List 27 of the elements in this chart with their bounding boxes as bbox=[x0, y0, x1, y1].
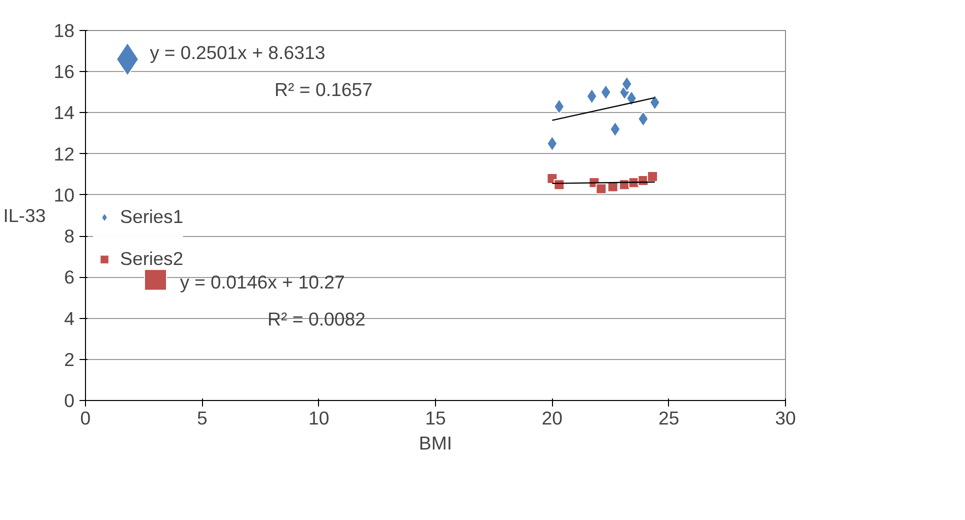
x-tick-label: 5 bbox=[196, 408, 208, 428]
y-axis-title: IL-33 bbox=[3, 205, 46, 226]
y-tick-label: 14 bbox=[54, 102, 75, 124]
x-tick-label: 25 bbox=[658, 408, 680, 428]
y-tick-label: 8 bbox=[64, 226, 75, 247]
legend-label: Series1 bbox=[120, 206, 184, 228]
x-tick-label: 0 bbox=[80, 408, 91, 428]
y-tick-label: 12 bbox=[54, 143, 75, 164]
annotation: y = 0.0146x + 10.27 bbox=[180, 272, 345, 293]
x-axis-title: BMI bbox=[418, 432, 452, 454]
y-tick-label: 0 bbox=[64, 390, 75, 411]
point bbox=[596, 183, 607, 194]
y-tick-label: 4 bbox=[64, 308, 75, 329]
y-tick-label: 6 bbox=[64, 266, 75, 288]
point bbox=[647, 170, 658, 182]
x-tick-label: 30 bbox=[775, 408, 796, 428]
y-tick-label: 18 bbox=[54, 20, 75, 41]
x-tick-label: 20 bbox=[542, 408, 563, 428]
annotation: R² = 0.1657 bbox=[274, 79, 373, 100]
annotation: R² = 0.0082 bbox=[267, 308, 366, 330]
x-tick-label: 15 bbox=[425, 408, 446, 428]
y-tick-label: 10 bbox=[54, 184, 75, 206]
annotation: y = 0.2501x + 8.6313 bbox=[150, 42, 326, 64]
legend-label: Series2 bbox=[120, 248, 184, 270]
x-tick-label: 10 bbox=[308, 408, 330, 428]
y-tick-label: 16 bbox=[54, 61, 75, 82]
y-tick-label: 2 bbox=[64, 348, 75, 370]
